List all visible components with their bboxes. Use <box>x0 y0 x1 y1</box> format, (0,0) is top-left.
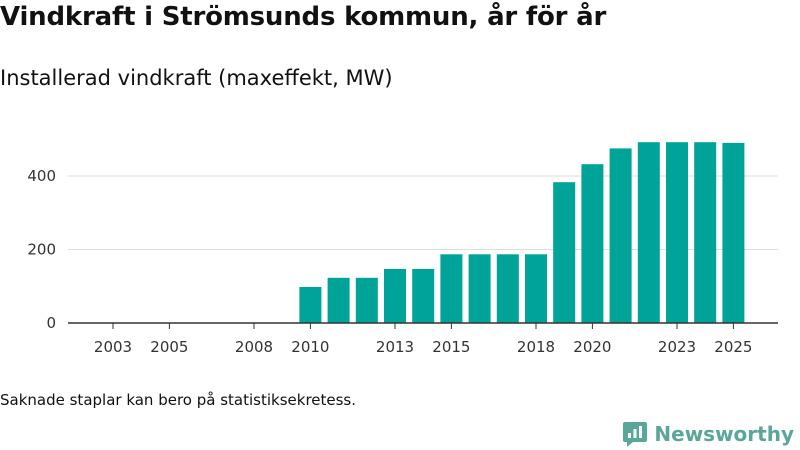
x-tick-label-2005: 2005 <box>150 338 188 356</box>
x-tick-label-2010: 2010 <box>291 338 329 356</box>
x-tick-label-2023: 2023 <box>658 338 696 356</box>
x-tick-label-2008: 2008 <box>235 338 273 356</box>
x-tick-label-2013: 2013 <box>376 338 414 356</box>
brand-name: Newsworthy <box>654 422 794 446</box>
chart-title: Vindkraft i Strömsunds kommun, år för år <box>0 2 607 32</box>
bar-2018[interactable] <box>525 254 547 323</box>
x-tick-label-2018: 2018 <box>517 338 555 356</box>
bar-series <box>299 142 745 323</box>
bar-2011[interactable] <box>327 277 350 323</box>
bar-2013[interactable] <box>384 269 406 323</box>
bar-2023[interactable] <box>666 142 688 323</box>
bar-2014[interactable] <box>412 269 435 323</box>
x-tick-label-2025: 2025 <box>714 338 752 356</box>
bar-2016[interactable] <box>468 254 491 323</box>
bar-2019[interactable] <box>553 182 576 323</box>
x-tick-label-2020: 2020 <box>573 338 611 356</box>
x-axis-tick-labels: 2003 2005 2008 2010 2013 2015 2018 2020 2023 2025 <box>94 338 753 356</box>
bar-2021[interactable] <box>609 148 632 323</box>
y-tick-label-0: 0 <box>46 314 56 332</box>
newsworthy-logo-icon <box>623 422 648 447</box>
x-tick-label-2003: 2003 <box>94 338 132 356</box>
bar-2025[interactable] <box>722 142 745 323</box>
bar-2015[interactable] <box>440 254 463 323</box>
chart-subtitle: Installerad vindkraft (maxeffekt, MW) <box>0 66 393 90</box>
brand-logo[interactable]: Newsworthy <box>622 420 794 448</box>
x-axis <box>68 322 778 329</box>
bar-2012[interactable] <box>355 277 378 323</box>
footnote: Saknade staplar kan bero på statistiksek… <box>0 391 357 409</box>
y-axis-tick-labels: 0 200 400 <box>27 167 56 332</box>
bar-2017[interactable] <box>496 254 519 323</box>
bar-2020[interactable] <box>581 164 604 323</box>
x-tick-label-2015: 2015 <box>432 338 470 356</box>
y-tick-label-200: 200 <box>27 241 56 259</box>
y-tick-label-400: 400 <box>27 167 56 185</box>
bar-2022[interactable] <box>637 142 660 323</box>
bar-2024[interactable] <box>694 142 717 323</box>
bar-2010[interactable] <box>299 287 322 323</box>
